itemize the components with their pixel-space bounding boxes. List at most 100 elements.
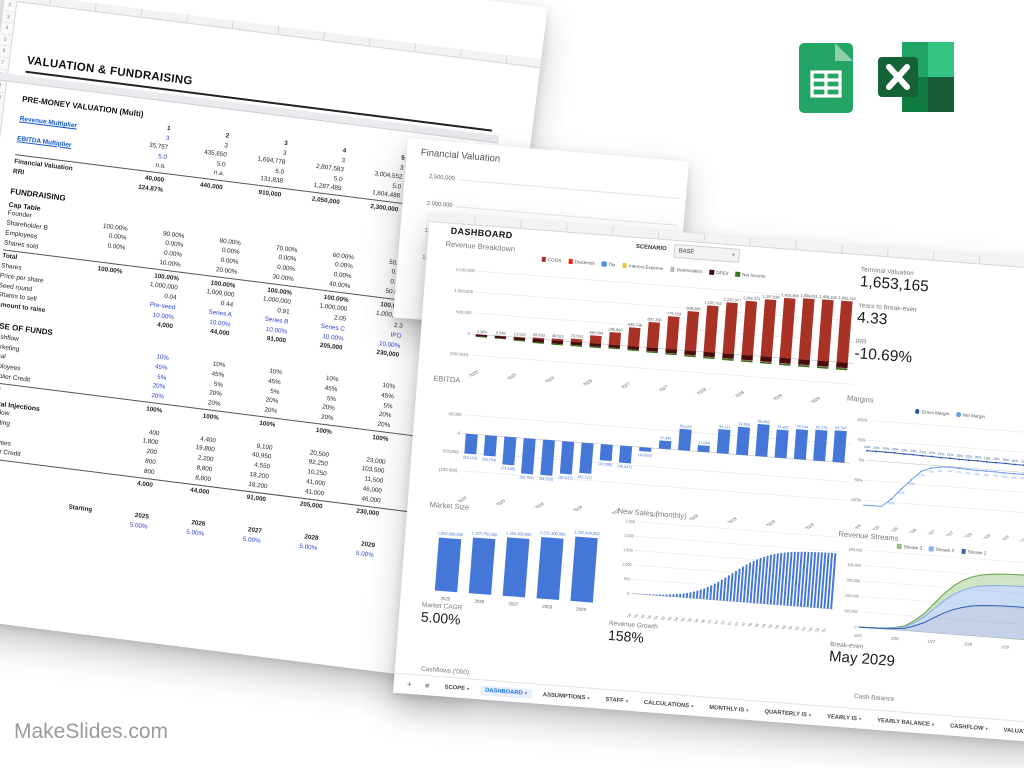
svg-text:(43,096): (43,096) (598, 462, 613, 467)
svg-text:(500,000): (500,000) (450, 351, 469, 357)
ebitda-chart: EBITDA 50,000 0 (50,000) (100,000) (53,143) Q… (424, 374, 856, 532)
tab-monthly-is[interactable]: MONTHLY IS ▾ (709, 704, 749, 714)
svg-text:1,000,000: 1,000,000 (454, 288, 474, 295)
svg-text:1,286,373: 1,286,373 (743, 295, 761, 301)
cell (164, 195, 221, 202)
svg-text:2027: 2027 (508, 601, 519, 607)
svg-text:11/26: 11/26 (698, 618, 706, 627)
svg-text:1/26: 1/26 (665, 616, 672, 624)
svg-text:(45,647): (45,647) (617, 464, 632, 469)
svg-text:Q3 2029: Q3 2029 (798, 522, 816, 532)
svg-text:50%: 50% (858, 437, 867, 443)
svg-text:1,221,300,000: 1,221,300,000 (540, 530, 567, 537)
svg-text:-17%: -17% (917, 473, 925, 478)
tab-dashboard[interactable]: DASHBOARD ▾ (479, 684, 533, 699)
cell: 91,000 (246, 494, 267, 504)
svg-text:-65%: -65% (897, 491, 905, 496)
svg-text:(94,533): (94,533) (539, 477, 554, 482)
tab-calculations[interactable]: CALCULATIONS ▾ (643, 699, 694, 709)
revenue-growth-stat: Revenue Growth 158% (607, 619, 658, 646)
tab-yearly-is[interactable]: YEARLY IS ▾ (826, 713, 862, 722)
svg-text:22%: 22% (919, 450, 926, 455)
break-even-stat: Break-even May 2029 (828, 640, 896, 670)
cell (223, 203, 280, 210)
cell (281, 210, 338, 217)
axis-tick-label: 2,000,000 (426, 200, 453, 209)
chevron-down-icon: ▾ (731, 252, 735, 259)
svg-text:1/28: 1/28 (964, 641, 973, 647)
svg-text:(50,000): (50,000) (443, 448, 460, 454)
svg-text:24%: 24% (882, 446, 889, 451)
svg-text:-92%: -92% (887, 501, 895, 506)
svg-text:Q3 2029: Q3 2029 (804, 395, 822, 405)
cell (340, 218, 397, 225)
cell: 100% (258, 419, 276, 429)
cash-balance-chart-title: Cash Balance (853, 692, 895, 704)
margins-chart: Margins Gross Margin Net Margin 100% 50% 0%… (837, 394, 1024, 543)
svg-text:2026: 2026 (474, 599, 485, 605)
tab-staff[interactable]: STAFF ▾ (605, 696, 629, 704)
svg-text:-4%: -4% (974, 472, 980, 476)
add-sheet-button[interactable]: + (406, 679, 412, 689)
svg-text:7/29: 7/29 (806, 627, 813, 634)
svg-text:1/29: 1/29 (786, 625, 793, 633)
svg-text:18%: 18% (1021, 459, 1024, 464)
row-number: 7 (0, 57, 11, 71)
excel-icon (878, 42, 954, 112)
svg-text:18%: 18% (1011, 459, 1018, 464)
svg-text:2,000: 2,000 (624, 534, 634, 539)
svg-text:100%: 100% (857, 417, 868, 423)
svg-text:5/28: 5/28 (759, 623, 766, 631)
svg-text:296,605: 296,605 (608, 326, 623, 332)
svg-text:-100%: -100% (850, 497, 862, 503)
svg-text:(87,037): (87,037) (558, 475, 573, 480)
svg-text:1,423,366: 1,423,366 (781, 292, 799, 298)
svg-text:-5%: -5% (1001, 475, 1007, 479)
svg-text:500,000: 500,000 (849, 548, 863, 553)
svg-text:1/27: 1/27 (927, 638, 936, 644)
svg-text:11/25: 11/25 (658, 615, 666, 624)
cell (41, 477, 96, 484)
svg-text:24%: 24% (891, 447, 898, 452)
svg-text:1,369: 1,369 (477, 329, 487, 335)
svg-text:500,000: 500,000 (456, 309, 473, 315)
svg-text:84,787: 84,787 (835, 426, 847, 431)
svg-text:400,000: 400,000 (847, 563, 861, 568)
svg-text:607,356: 607,356 (647, 316, 661, 322)
svg-text:0: 0 (467, 331, 470, 336)
sheet-tab-bar: + ≡ SCOPE ▾ DASHBOARD ▾ ASSUMPTIONS ▾ STAFF ▾ CA… (393, 672, 1024, 749)
svg-text:9/25: 9/25 (652, 615, 659, 623)
tab-quarterly-is[interactable]: QUARTERLY IS ▾ (764, 708, 812, 718)
cell: 100% (315, 426, 333, 436)
svg-text:79,744: 79,744 (796, 425, 808, 430)
svg-text:1/28: 1/28 (746, 622, 753, 630)
cell: 230,000 (355, 508, 380, 518)
tab-assumptions[interactable]: ASSUMPTIONS ▾ (542, 691, 590, 701)
svg-text:185,594: 185,594 (589, 330, 604, 336)
row-number: 12 (0, 114, 3, 128)
svg-text:20%: 20% (974, 455, 981, 460)
svg-text:-2%: -2% (955, 470, 961, 474)
market-size-chart: Market Size 1,055,000,000 2025 1,107,750,0… (422, 500, 611, 616)
tab-scope[interactable]: SCOPE ▾ (444, 684, 470, 692)
cell: 100% (145, 405, 163, 415)
svg-text:(74,446): (74,446) (501, 466, 516, 471)
tab-valuation[interactable]: VALUATION▾ (1003, 727, 1024, 736)
cell: 44,000 (189, 487, 210, 497)
svg-text:1/25: 1/25 (854, 633, 863, 639)
tab-cashflow[interactable]: CASHFLOW ▾ (949, 722, 988, 732)
cell: 205,000 (299, 500, 323, 511)
makeslides-logo: MakeSlides.com (14, 720, 169, 743)
svg-text:7/27: 7/27 (726, 620, 733, 628)
svg-text:2,500: 2,500 (625, 519, 635, 524)
svg-text:5,549: 5,549 (496, 330, 506, 336)
scenario-label: SCENARIO (635, 243, 667, 253)
tab-yearly-balance[interactable]: YEARLY BALANCE ▾ (876, 717, 935, 728)
svg-text:-5%: -5% (1010, 475, 1016, 479)
svg-text:1,055,000,000: 1,055,000,000 (437, 530, 464, 537)
svg-text:24%: 24% (873, 446, 880, 451)
svg-text:-1%: -1% (946, 469, 952, 473)
all-sheets-menu-button[interactable]: ≡ (424, 681, 430, 691)
svg-text:20%: 20% (965, 454, 972, 459)
